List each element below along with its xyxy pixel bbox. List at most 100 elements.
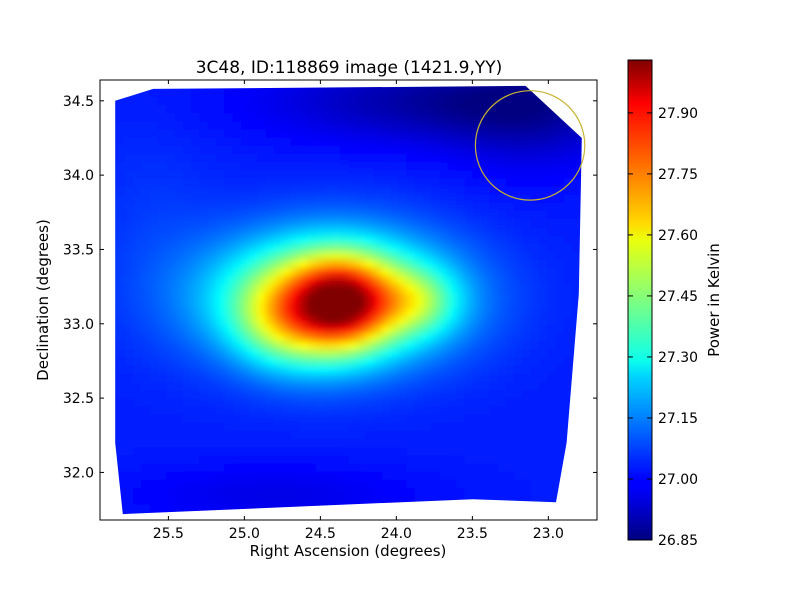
heatmap-cell [191,316,200,326]
heatmap-cell [232,462,242,472]
heatmap-cell [381,267,391,277]
heatmap-cell [182,120,192,130]
heatmap-cell [273,128,283,138]
heatmap-cell [373,88,383,97]
heatmap-cell [199,389,209,399]
heatmap-cell [191,202,200,211]
heatmap-cell [331,161,341,171]
heatmap-cell [273,316,283,326]
heatmap-cell [373,316,383,326]
heatmap-cell [207,471,217,480]
heatmap-cell [265,234,275,244]
heatmap-cell [381,104,391,114]
heatmap-cell [406,153,416,163]
heatmap-cell [547,446,557,456]
heatmap-cell [547,357,557,366]
heatmap-cell [232,251,242,260]
heatmap-cell [547,242,557,252]
heatmap-cell [282,365,292,374]
heatmap-cell [265,471,275,480]
heatmap-cell [249,169,258,179]
heatmap-cell [514,422,524,431]
heatmap-cell [149,446,159,456]
heatmap-cell [447,242,457,252]
heatmap-cell [348,357,358,366]
heatmap-cell [481,365,490,374]
heatmap-cell [265,316,275,326]
heatmap-cell [406,169,416,179]
heatmap-cell [431,291,441,301]
heatmap-cell [282,414,292,423]
heatmap-cell [116,194,126,203]
heatmap-cell [133,357,143,366]
heatmap-cell [340,332,350,342]
heatmap-cell [207,365,217,374]
heatmap-cell [439,405,449,415]
heatmap-cell [414,324,424,334]
heatmap-cell [174,365,184,374]
heatmap-cell [307,389,316,399]
heatmap-cell [348,414,358,423]
heatmap-cell [497,267,507,277]
heatmap-cell [166,275,176,285]
heatmap-cell [489,300,499,309]
heatmap-cell [207,414,217,423]
heatmap-cell [539,226,548,236]
heatmap-cell [505,88,515,97]
heatmap-cell [356,397,366,407]
heatmap-cell [174,218,184,228]
heatmap-cell [157,120,167,130]
heatmap-cell [315,357,325,366]
heatmap-cell [298,308,308,317]
heatmap-cell [489,96,499,106]
heatmap-cell [530,218,540,228]
heatmap-cell [166,365,176,374]
heatmap-cell [489,495,499,505]
heatmap-cell [115,389,118,399]
heatmap-cell [215,381,225,391]
heatmap-cell [149,471,159,480]
heatmap-cell [389,373,399,383]
heatmap-cell [149,202,159,211]
heatmap-cell [431,422,441,431]
heatmap-cell [215,471,225,480]
heatmap-cell [431,259,441,269]
heatmap-cell [199,194,209,203]
heatmap-cell [157,422,167,431]
heatmap-cell [472,462,482,472]
heatmap-cell [464,487,474,497]
heatmap-cell [282,389,292,399]
heatmap-cell [563,185,573,195]
heatmap-cell [505,357,515,366]
heatmap-cell [464,112,474,122]
heatmap-cell [174,503,184,513]
heatmap-cell [331,316,341,326]
heatmap-cell [539,414,548,423]
heatmap-cell [199,291,209,301]
heatmap-cell [431,120,441,130]
heatmap-cell [265,128,275,138]
heatmap-cell [174,438,184,448]
heatmap-cell [522,112,532,122]
heatmap-cell [356,291,366,301]
heatmap-cell [572,153,582,163]
heatmap-cell [431,267,441,277]
heatmap-cell [522,495,532,505]
heatmap-cell [414,479,424,489]
heatmap-cell [580,145,582,154]
heatmap-cell [481,324,490,334]
heatmap-cell [381,177,391,187]
heatmap-cell [323,495,333,505]
heatmap-cell [522,397,532,407]
heatmap-cell [115,365,118,374]
heatmap-cell [563,194,573,203]
heatmap-cell [389,389,399,399]
heatmap-cell [555,169,565,179]
heatmap-cell [215,210,225,220]
heatmap-cell [166,446,176,456]
heatmap-cell [530,405,540,415]
heatmap-cell [356,283,366,293]
heatmap-cell [472,414,482,423]
heatmap-cell [514,128,524,138]
heatmap-cell [307,153,316,163]
